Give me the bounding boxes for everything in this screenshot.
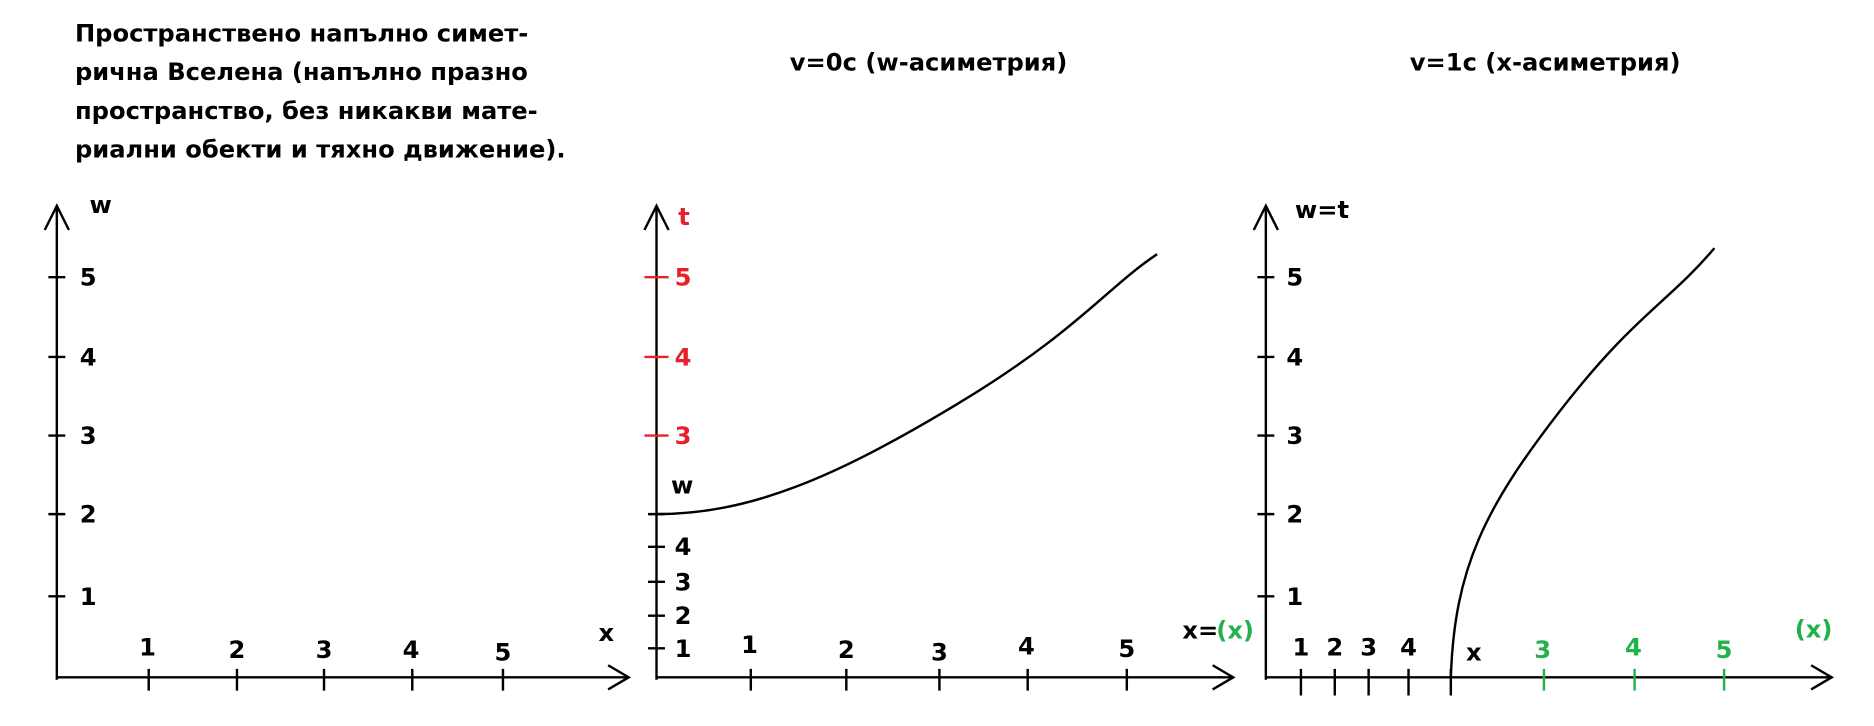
x-tick-label: 5 — [1118, 635, 1135, 663]
y-label: w=t — [1295, 196, 1349, 224]
panel: v=1c (x-асиметрия) w=t 1 2 3 4 5 1 2 3 4… — [1252, 48, 1835, 696]
x-tick-label: 4 — [1625, 634, 1642, 662]
y-tick-label: 3 — [675, 568, 692, 596]
x-label: x — [598, 619, 614, 647]
caption: Пространствено напълно симет- рична Всел… — [75, 19, 566, 163]
x-tick-label: 1 — [741, 631, 758, 659]
ticks — [48, 275, 505, 691]
x-tick-label: 5 — [495, 638, 512, 666]
x-label-green: (x) — [1216, 617, 1254, 645]
x-label-green: (x) — [1795, 615, 1833, 643]
panel: w x 1 2 3 4 5 1 2 3 4 5 — [43, 191, 632, 691]
curve-label: w — [671, 472, 693, 500]
panel: v=0c (w-асиметрия) t 3 4 5 w 1 2 3 4 x= … — [643, 48, 1254, 691]
caption-line: пространство, без никакви мате- — [75, 97, 538, 125]
panel-title: v=1c (x-асиметрия) — [1410, 48, 1681, 76]
panel-title: v=0c (w-асиметрия) — [790, 48, 1068, 76]
y-tick-label: 4 — [675, 533, 692, 561]
red-ticks — [644, 275, 669, 437]
caption-line: Пространствено напълно симет- — [75, 19, 528, 47]
axes — [643, 203, 1236, 691]
y-tick-label: 4 — [675, 343, 692, 371]
x-tick-label: 2 — [838, 636, 855, 664]
x-tick-label: 2 — [1326, 634, 1343, 662]
x-tick-label: 3 — [1360, 634, 1377, 662]
caption-line: риални обекти и тяхно движение). — [75, 135, 566, 163]
curve — [1449, 247, 1716, 678]
x-tick-label: 5 — [1716, 636, 1733, 664]
y-tick-label: 1 — [675, 635, 692, 663]
y-tick-label: 5 — [1286, 264, 1303, 292]
curve — [656, 253, 1158, 516]
y-tick-label: 3 — [1286, 422, 1303, 450]
y-tick-label: 4 — [1286, 343, 1303, 371]
axes — [43, 203, 632, 691]
x-label: x= — [1182, 617, 1218, 645]
x-tick-label: 3 — [316, 636, 333, 664]
green-ticks — [1542, 668, 1726, 691]
x-tick-label: 4 — [1400, 634, 1417, 662]
y-label: w — [89, 191, 111, 219]
y-tick-label: 1 — [80, 583, 97, 611]
x-tick-label: 4 — [1018, 632, 1035, 660]
y-tick-label: 5 — [80, 264, 97, 292]
y-tick-label: 2 — [1286, 501, 1303, 529]
y-tick-label: 5 — [675, 264, 692, 292]
y-tick-label: 3 — [80, 422, 97, 450]
y-tick-label: 3 — [675, 422, 692, 450]
x-tick-label: 4 — [403, 636, 420, 664]
y-label: t — [678, 203, 690, 231]
y-tick-label: 4 — [80, 343, 97, 371]
curve-label: x — [1466, 638, 1482, 666]
x-tick-label: 1 — [1293, 634, 1310, 662]
axes — [1252, 203, 1835, 691]
x-tick-label: 3 — [931, 638, 948, 666]
x-tick-label: 2 — [229, 636, 246, 664]
x-tick-label: 3 — [1534, 636, 1551, 664]
y-tick-label: 2 — [675, 602, 692, 630]
ticks — [1257, 275, 1453, 696]
ticks — [648, 512, 1129, 691]
caption-line: рична Вселена (напълно празно — [75, 58, 528, 86]
y-tick-label: 1 — [1286, 583, 1303, 611]
x-tick-label: 1 — [139, 634, 156, 662]
y-tick-label: 2 — [80, 501, 97, 529]
